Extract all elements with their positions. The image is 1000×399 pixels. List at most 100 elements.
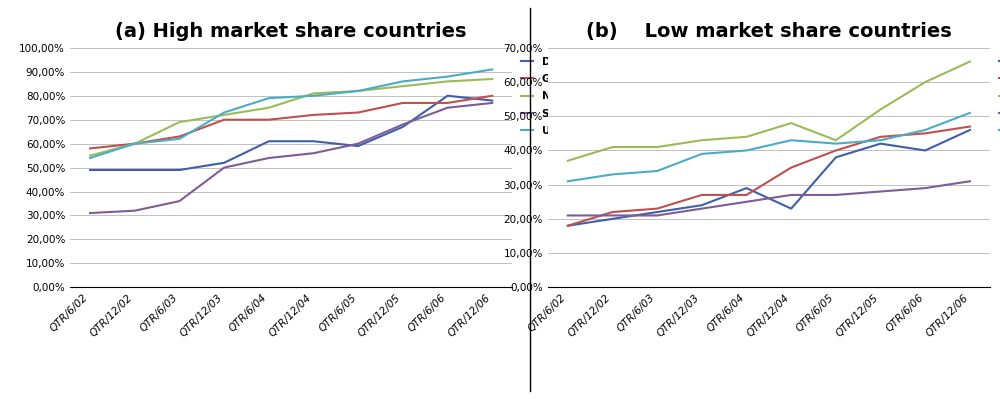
BELGIUM [875,134,887,139]
AUSTRIA [830,155,842,160]
UK [442,74,454,79]
GERMANY [397,101,409,105]
SPAIN [785,138,797,142]
Line: AUSTRIA: AUSTRIA [568,130,970,226]
BELGIUM [696,193,708,198]
AUSTRIA [606,217,618,221]
GERMANY [218,117,230,122]
Line: SPAIN: SPAIN [568,113,970,181]
SPAIN [696,152,708,156]
ITALY [696,206,708,211]
GERMANY [352,110,364,115]
AUSTRIA [696,203,708,207]
AUSTRIA [651,209,663,214]
UK [84,156,96,160]
UK [307,93,319,98]
SPAIN [606,172,618,177]
DENMARK [263,139,275,144]
Line: BELGIUM: BELGIUM [568,126,970,226]
GERMANY [486,93,498,98]
FRANCE [651,145,663,150]
BELGIUM [964,124,976,129]
SWEDEN [263,156,275,160]
FRANCE [964,59,976,64]
SWEDEN [173,199,185,203]
NETHERLANDS [307,91,319,96]
SWEDEN [397,122,409,127]
ITALY [875,189,887,194]
ITALY [606,213,618,218]
SWEDEN [307,151,319,156]
GERMANY [129,141,141,146]
DENMARK [486,98,498,103]
SPAIN [741,148,753,153]
DENMARK [397,124,409,129]
Title: (a) High market share countries: (a) High market share countries [115,22,467,41]
DENMARK [307,139,319,144]
AUSTRIA [741,186,753,190]
AUSTRIA [919,148,931,153]
Line: FRANCE: FRANCE [568,61,970,161]
BELGIUM [830,148,842,153]
SPAIN [651,169,663,174]
ITALY [964,179,976,184]
SPAIN [562,179,574,184]
BELGIUM [606,209,618,214]
BELGIUM [562,223,574,228]
DENMARK [442,93,454,98]
AUSTRIA [964,128,976,132]
ITALY [919,186,931,190]
FRANCE [606,145,618,150]
UK [352,89,364,93]
SWEDEN [352,141,364,146]
ITALY [562,213,574,218]
FRANCE [785,121,797,126]
FRANCE [830,138,842,142]
SWEDEN [218,165,230,170]
GERMANY [84,146,96,151]
FRANCE [562,158,574,163]
NETHERLANDS [442,79,454,84]
ITALY [785,193,797,198]
NETHERLANDS [218,113,230,117]
SPAIN [964,111,976,115]
FRANCE [741,134,753,139]
Line: SWEDEN: SWEDEN [90,103,492,213]
Title: (b)    Low market share countries: (b) Low market share countries [586,22,952,41]
NETHERLANDS [397,84,409,89]
UK [263,96,275,101]
Legend: DENMARK, GERMANY, NETHERLANDS, SWEDEN, UK: DENMARK, GERMANY, NETHERLANDS, SWEDEN, U… [517,53,632,140]
NETHERLANDS [84,153,96,158]
DENMARK [352,144,364,148]
SPAIN [919,128,931,132]
Line: GERMANY: GERMANY [90,96,492,148]
GERMANY [442,101,454,105]
NETHERLANDS [263,105,275,110]
BELGIUM [741,193,753,198]
SWEDEN [442,105,454,110]
UK [397,79,409,84]
ITALY [830,193,842,198]
NETHERLANDS [173,120,185,124]
SWEDEN [486,101,498,105]
BELGIUM [651,206,663,211]
DENMARK [84,168,96,172]
SWEDEN [129,208,141,213]
Line: NETHERLANDS: NETHERLANDS [90,79,492,156]
UK [486,67,498,72]
Line: ITALY: ITALY [568,181,970,215]
FRANCE [875,107,887,112]
AUSTRIA [875,141,887,146]
DENMARK [129,168,141,172]
DENMARK [218,160,230,165]
SWEDEN [84,211,96,215]
NETHERLANDS [129,141,141,146]
Legend: AUSTRIA, BELGIUM, FRANCE, ITALY, SPAIN: AUSTRIA, BELGIUM, FRANCE, ITALY, SPAIN [994,53,1000,140]
UK [129,141,141,146]
FRANCE [696,138,708,142]
GERMANY [173,134,185,139]
AUSTRIA [785,206,797,211]
FRANCE [919,80,931,85]
ITALY [651,213,663,218]
UK [173,136,185,141]
